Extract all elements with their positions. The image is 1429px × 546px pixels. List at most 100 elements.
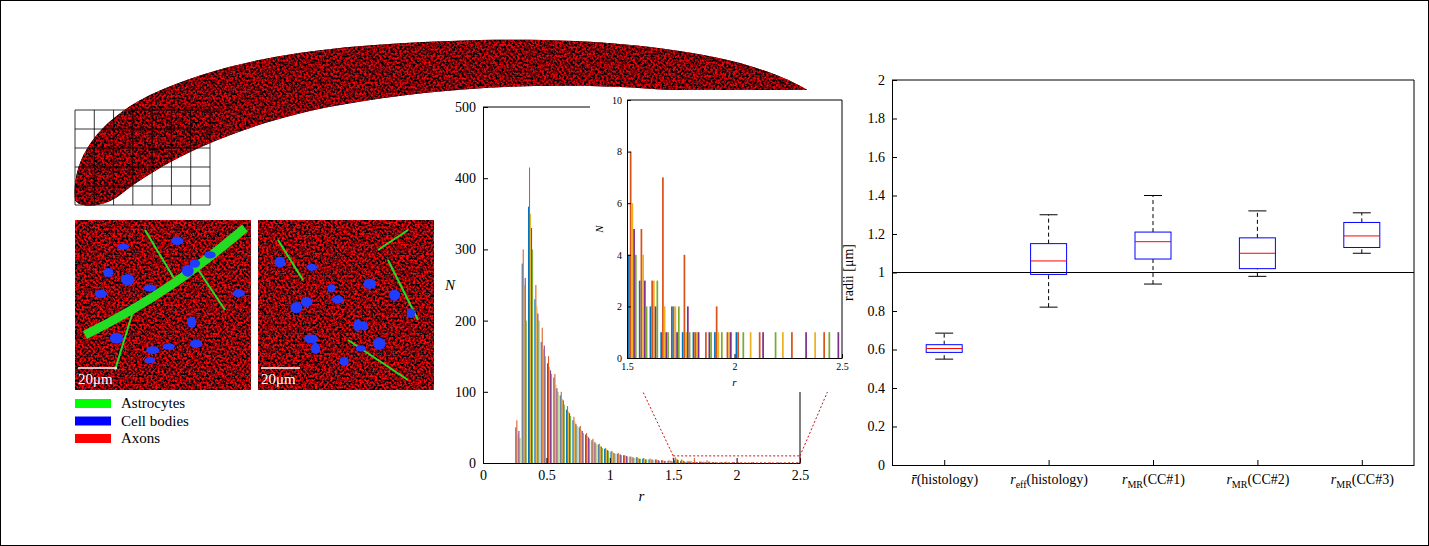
bar (544, 346, 545, 463)
tick-mark (483, 392, 488, 393)
bar (675, 457, 676, 463)
whisker-cap-high (935, 333, 953, 334)
tick: 0.5 (538, 458, 556, 483)
legend-swatch (75, 399, 111, 408)
bar (782, 332, 784, 358)
tick-mark (483, 321, 488, 322)
figure: 20μm20μmAstrocytesCell bodiesAxons00.511… (0, 0, 1429, 546)
cell-body (327, 284, 335, 292)
tick-mark (1049, 460, 1050, 465)
bar (561, 392, 562, 463)
frame (627, 100, 842, 101)
bar (790, 463, 791, 464)
bar (580, 426, 581, 463)
tick: 0.4 (868, 381, 898, 396)
bar (663, 461, 664, 463)
grid-overlay (75, 186, 210, 187)
bar (747, 463, 748, 464)
tick: 8 (617, 146, 631, 157)
bar (791, 332, 793, 358)
bar (825, 358, 827, 359)
tick: 6 (617, 198, 631, 209)
tick-label: 2 (733, 361, 738, 372)
bar (567, 406, 568, 463)
tick-label: 4 (617, 250, 622, 261)
bar (641, 229, 643, 358)
whisker-high (1361, 213, 1362, 223)
median (1135, 241, 1171, 242)
grid-overlay (152, 110, 153, 205)
bar (783, 463, 784, 464)
bar (655, 306, 657, 358)
cell-body (95, 290, 107, 298)
cell-body (117, 244, 129, 250)
bar (625, 456, 626, 463)
boxes (892, 196, 1414, 360)
whisker-cap-low (1248, 276, 1266, 277)
bar (524, 285, 525, 463)
tick-label: 0 (878, 458, 885, 473)
tick-mark (892, 273, 897, 274)
bar (764, 358, 766, 359)
bar (770, 358, 772, 359)
whisker-cap-low (1040, 307, 1058, 308)
tick: rMR(CC#3) (1331, 460, 1394, 490)
bar (751, 462, 752, 463)
whisker-cap-high (1248, 210, 1266, 211)
tick-mark (892, 388, 897, 389)
bar (651, 281, 653, 358)
bar (523, 249, 524, 463)
bar (685, 332, 687, 358)
tick: 2 (617, 301, 631, 312)
x-axis-title: r (732, 376, 737, 388)
tick-label: 100 (455, 385, 476, 400)
tick: reff(histology) (1010, 460, 1088, 490)
tick-label: 1.8 (868, 111, 886, 126)
tick-mark (1153, 460, 1154, 465)
bar (767, 463, 768, 464)
bar (547, 363, 548, 463)
bar (639, 281, 641, 358)
bar (585, 435, 586, 463)
section-grid (75, 110, 210, 205)
bar (707, 358, 709, 359)
bar (670, 461, 671, 463)
tick: 1.2 (868, 227, 898, 242)
bar (698, 332, 700, 358)
cell-body (144, 284, 157, 291)
tick-mark (892, 119, 897, 120)
bar (673, 306, 675, 358)
axis-line (483, 108, 484, 464)
bar (536, 306, 537, 463)
micrograph-texture (258, 220, 434, 390)
scale-bar (261, 367, 300, 369)
axis-line (628, 358, 843, 359)
cell-body (146, 346, 159, 354)
bar (542, 328, 543, 463)
bar (757, 358, 759, 359)
bar (583, 433, 584, 463)
bar (794, 463, 795, 464)
tick-label: 0.2 (868, 419, 886, 434)
tick-mark (1257, 460, 1258, 465)
bar (579, 427, 580, 463)
bar (627, 457, 628, 463)
tick-mark (944, 460, 945, 465)
tick-mark (627, 152, 631, 153)
bar (629, 457, 630, 463)
bar (530, 214, 531, 463)
bar (719, 358, 721, 359)
bar (773, 358, 775, 359)
grid-overlay (210, 110, 211, 205)
bar (816, 358, 818, 359)
grid-overlay (190, 110, 191, 205)
whisker-high (1257, 211, 1258, 238)
bar (671, 306, 673, 358)
bar (693, 332, 695, 358)
bar (814, 332, 816, 358)
whisker-cap-high (1040, 214, 1058, 215)
bar (592, 439, 593, 463)
inset-background (590, 90, 845, 392)
bar (839, 358, 841, 359)
bar (727, 332, 729, 358)
